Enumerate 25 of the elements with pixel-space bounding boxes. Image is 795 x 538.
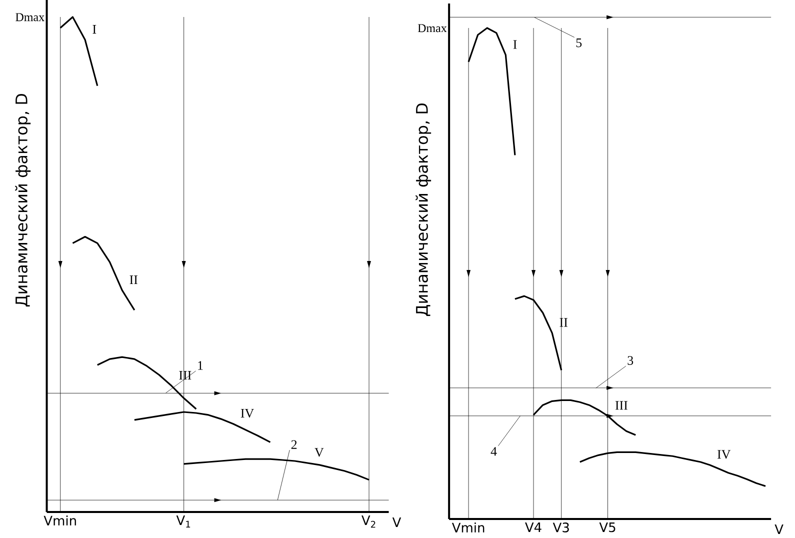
text: Dmax bbox=[418, 24, 447, 32]
x-tick-label: Vmin bbox=[44, 516, 76, 526]
annotation: 2 bbox=[291, 440, 297, 449]
series-label: II bbox=[130, 276, 138, 284]
y-axis-title: Динамический фактор, D bbox=[416, 104, 432, 316]
annotation: 3 bbox=[628, 356, 634, 365]
x-axis-title: V bbox=[774, 524, 784, 534]
series-label: I bbox=[513, 40, 517, 49]
x-tick-label: Vmin bbox=[452, 522, 484, 532]
x-tick-label: V$_{1}$ bbox=[176, 516, 190, 528]
series-label: I bbox=[92, 25, 96, 34]
annotation: 1 bbox=[198, 361, 203, 370]
x-tick-label: V5 bbox=[599, 522, 616, 532]
annotation: 4 bbox=[490, 447, 497, 456]
x-axis-title: V bbox=[392, 518, 402, 527]
text: Dmax bbox=[16, 13, 44, 22]
annotation: 5 bbox=[576, 38, 582, 48]
x-tick-label: V4 bbox=[525, 522, 542, 532]
legend-label: III bbox=[615, 401, 628, 410]
series-label: IV bbox=[240, 408, 254, 418]
x-tick-label: V$_{2}$ bbox=[362, 516, 376, 528]
x-tick-label: V3 bbox=[552, 522, 569, 532]
y-axis-title: Динамический фактор, D bbox=[15, 94, 31, 306]
series-label: IV bbox=[717, 450, 731, 459]
series-label: V bbox=[314, 448, 324, 457]
